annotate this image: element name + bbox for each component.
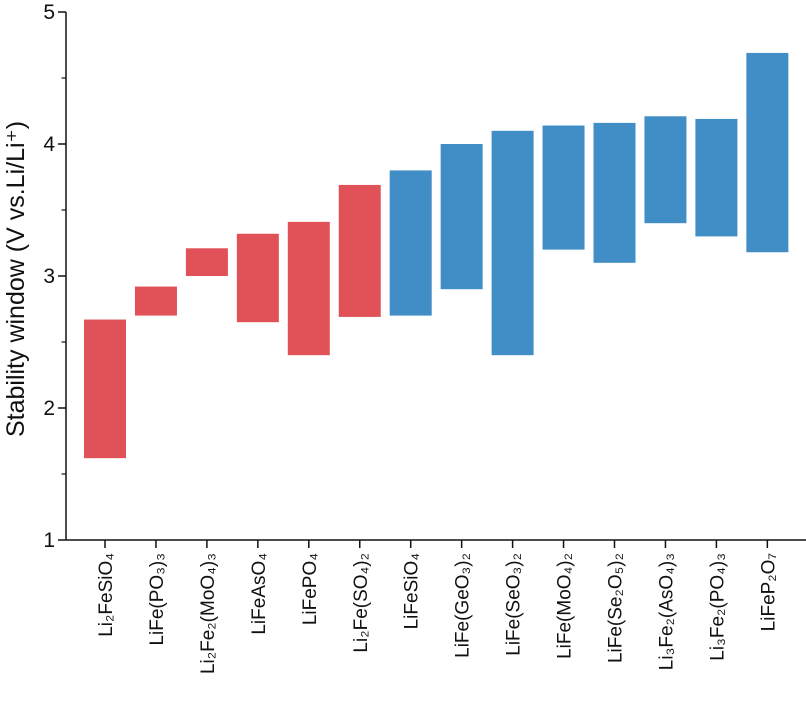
x-category-label: Li₂FeSiO₄ xyxy=(96,553,117,637)
bar-li-fe-moo- xyxy=(185,248,228,276)
x-category-label: LiFeP₂O₇ xyxy=(758,553,779,631)
x-category-label: LiFePO₄ xyxy=(300,553,321,625)
x-category-label: Li₂Fe₂(MoO₄)₃ xyxy=(198,553,219,674)
x-category-label: LiFe(GeO₃)₂ xyxy=(453,553,474,658)
bar-lifeaso- xyxy=(236,233,279,323)
x-category-label: Li₃Fe₂(AsO₄)₃ xyxy=(656,553,677,670)
bar-life-seo- xyxy=(491,130,534,356)
y-tick-label: 5 xyxy=(43,1,55,24)
plot-area: 1 2 3 4 5 Li₂FeSiO₄ LiFe(PO₃)₃ Li₂Fe₂(MoO₄)₃ LiF… xyxy=(43,1,806,674)
y-tick-label: 3 xyxy=(43,265,55,288)
bar-life-moo- xyxy=(542,125,585,250)
y-tick-label: 4 xyxy=(43,133,55,156)
bar-lifepo- xyxy=(287,221,330,356)
bar-li-fesio- xyxy=(84,319,126,459)
x-category-label: LiFeAsO₄ xyxy=(249,553,270,635)
y-axis-label: Stability window (V vs.Li/Li⁺) xyxy=(2,121,30,437)
bar-life-po- xyxy=(134,286,177,316)
x-category-label: LiFe(PO₃)₃ xyxy=(147,553,168,646)
bar-li-fe-so- xyxy=(338,184,381,317)
bar-life-geo- xyxy=(440,144,483,290)
x-category-label: LiFe(MoO₄)₂ xyxy=(555,553,576,659)
x-category-label: LiFe(Se₂O₅)₂ xyxy=(606,553,627,663)
bar-lifesio- xyxy=(389,170,432,316)
x-category-label: Li₂Fe(SO₄)₂ xyxy=(351,553,372,653)
x-category-label: Li₃Fe₂(PO₄)₃ xyxy=(707,553,728,661)
y-tick-label: 1 xyxy=(43,529,55,552)
bar-li-fe-po- xyxy=(695,118,738,237)
bar-li-fe-aso- xyxy=(644,116,687,224)
bar-lifep-o- xyxy=(746,52,789,253)
x-category-label: LiFeSiO₄ xyxy=(402,553,423,630)
y-tick-label: 2 xyxy=(43,397,55,420)
x-category-label: LiFe(SeO₃)₂ xyxy=(504,553,525,656)
bar-life-se-o- xyxy=(593,122,636,263)
